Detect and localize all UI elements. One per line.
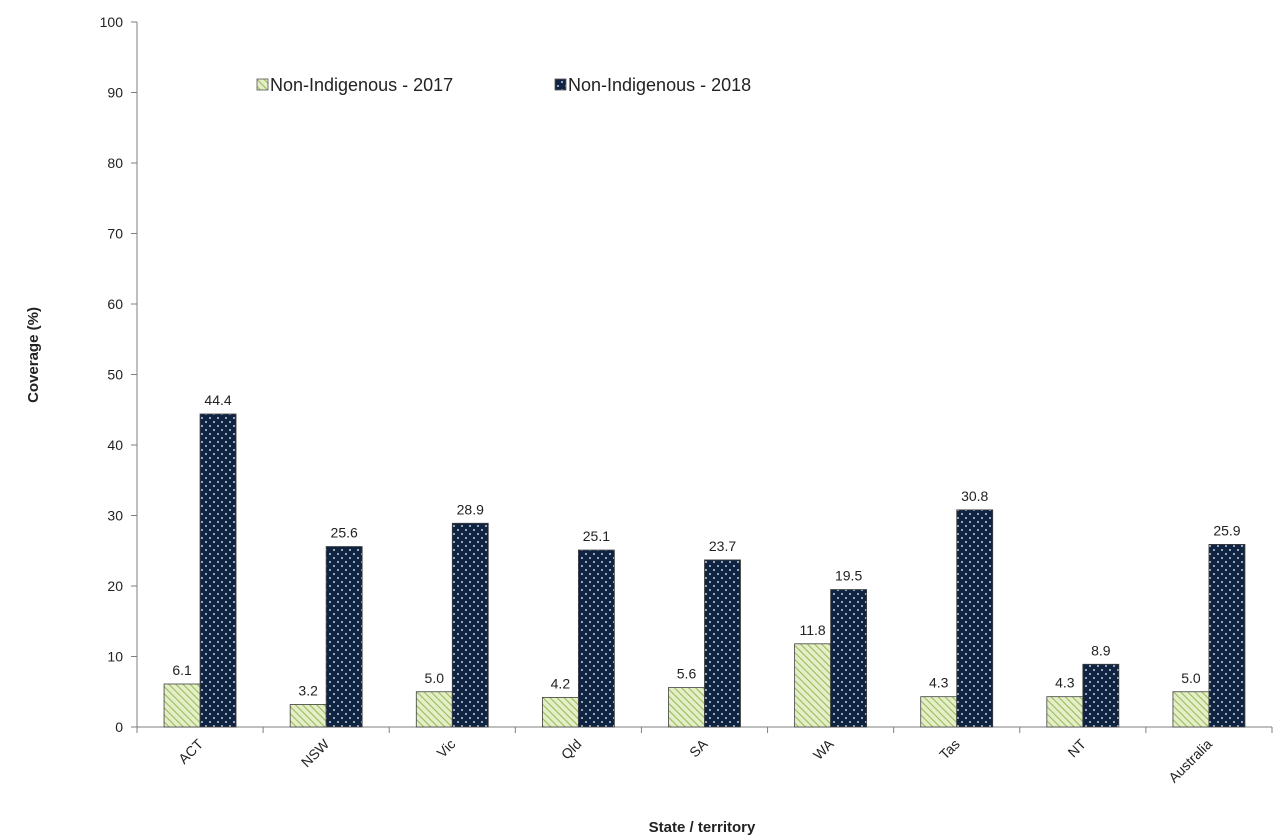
- data-label: 4.3: [929, 675, 949, 691]
- y-tick-label: 60: [107, 296, 123, 312]
- y-tick-label: 20: [107, 578, 123, 594]
- data-label: 8.9: [1091, 642, 1111, 658]
- y-tick-label: 40: [107, 437, 123, 453]
- data-label: 11.8: [800, 622, 826, 638]
- bar-2017-sa: [668, 687, 705, 728]
- bar-2018-act: [199, 413, 237, 728]
- data-labels-group: 6.1 3.2 5.0 4.2 5.6 11.8 4.3 4.3 5.0 44.4 25.6 28.9…: [172, 392, 1240, 698]
- y-tick-label: 80: [107, 155, 123, 171]
- y-tick-label: 10: [107, 649, 123, 665]
- bars-group: [163, 413, 1246, 728]
- bar-2017-qld: [541, 696, 579, 728]
- bar-2018-wa: [830, 589, 868, 728]
- data-label: 25.6: [331, 525, 358, 541]
- x-tick-label: NSW: [298, 735, 333, 770]
- y-tick-label: 30: [107, 508, 123, 524]
- x-tick-label: Tas: [936, 736, 963, 763]
- y-tick-label: 100: [100, 14, 124, 30]
- data-label: 4.3: [1055, 675, 1075, 691]
- x-tick-label: ACT: [175, 735, 206, 766]
- y-tick-label: 50: [107, 367, 123, 383]
- bar-2018-nt: [1082, 663, 1120, 728]
- data-label: 25.1: [583, 528, 610, 544]
- data-label: 30.8: [961, 488, 988, 504]
- x-tick-label: NT: [1064, 735, 1089, 760]
- bar-2018-qld: [577, 549, 615, 728]
- legend-label-2017: Non-Indigenous - 2017: [270, 75, 453, 95]
- data-label: 5.0: [425, 670, 445, 686]
- x-tick-label: Vic: [434, 736, 459, 761]
- data-label: 28.9: [457, 501, 484, 517]
- y-tick-label: 0: [115, 719, 123, 735]
- data-label: 6.1: [172, 662, 192, 678]
- bar-2017-vic: [415, 691, 453, 728]
- bar-2018-nsw: [325, 546, 363, 728]
- x-tick-label: WA: [810, 735, 837, 762]
- data-label: 44.4: [204, 392, 231, 408]
- y-axis-title: Coverage (%): [25, 307, 42, 403]
- bar-2017-nsw: [289, 704, 327, 728]
- bar-2018-sa: [704, 559, 741, 728]
- data-label: 4.2: [551, 675, 571, 691]
- x-tick-label: Qld: [558, 736, 585, 763]
- x-axis-title: State / territory: [649, 819, 756, 836]
- data-label: 5.6: [677, 666, 697, 682]
- bar-2018-vic: [451, 522, 489, 728]
- x-tick-label: SA: [686, 735, 711, 760]
- data-label: 5.0: [1181, 670, 1201, 686]
- data-label: 19.5: [835, 568, 862, 584]
- bar-2017-tas: [920, 696, 958, 728]
- x-tick-label: Australia: [1165, 736, 1215, 786]
- legend-label-2018: Non-Indigenous - 2018: [568, 75, 751, 95]
- bar-2018-australia: [1208, 544, 1246, 728]
- bar-2017-wa: [794, 643, 832, 728]
- bar-2017-act: [163, 683, 201, 728]
- y-axis: 0 10 20 30 40 50 60 70 80 90 100: [100, 14, 138, 735]
- x-axis: ACT NSW Vic Qld SA WA Tas NT Australia: [136, 726, 1273, 786]
- bar-2017-nt: [1046, 696, 1084, 728]
- legend-swatch-2017: [256, 78, 269, 91]
- legend: Non-Indigenous - 2017 Non-Indigenous - 2…: [256, 75, 751, 95]
- bar-2018-tas: [956, 509, 994, 728]
- data-label: 25.9: [1213, 522, 1240, 538]
- y-tick-label: 70: [107, 226, 123, 242]
- bar-2017-australia: [1172, 691, 1210, 728]
- data-label: 3.2: [298, 682, 318, 698]
- data-label: 23.7: [709, 538, 736, 554]
- y-tick-label: 90: [107, 85, 123, 101]
- legend-swatch-2018: [554, 78, 567, 91]
